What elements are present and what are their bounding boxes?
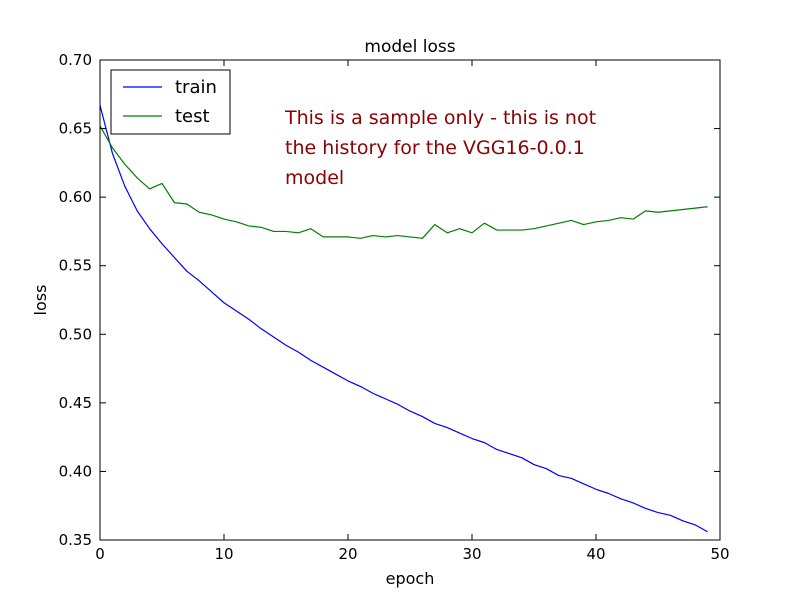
legend-box (110, 69, 231, 135)
y-tick-label: 0.40 (59, 462, 92, 480)
y-tick-label: 0.60 (59, 188, 92, 206)
x-tick-label: 40 (586, 545, 605, 563)
y-tick-label: 0.35 (59, 531, 92, 549)
x-axis-label: epoch (386, 569, 435, 588)
x-tick-label: 50 (710, 545, 729, 563)
x-tick-label: 30 (462, 545, 481, 563)
y-tick-label: 0.50 (59, 325, 92, 343)
annotation-line: This is a sample only - this is not (285, 107, 597, 129)
annotation-note: This is a sample only - this is not the … (285, 103, 645, 193)
y-tick-label: 0.45 (59, 394, 92, 412)
legend-test-label: test (175, 106, 210, 127)
plot-area: 0 10 20 30 40 50 0.35 0.40 0.45 0.50 0.55 0.60 0.65 0… (59, 51, 730, 563)
axes-frame (99, 59, 721, 541)
x-tick-label: 0 (95, 545, 105, 563)
y-tick-label: 0.70 (59, 51, 92, 69)
annotation-line: model (285, 167, 345, 189)
y-tick-label: 0.55 (59, 257, 92, 275)
series-line-test (99, 125, 708, 239)
y-tick-label: 0.65 (59, 120, 92, 138)
x-tick-label: 20 (338, 545, 357, 563)
chart-title: model loss (364, 37, 455, 57)
legend-train-label: train (175, 77, 217, 98)
legend: train test (110, 69, 231, 135)
annotation-line: the history for the VGG16-0.0.1 (285, 137, 585, 159)
series-line-train (99, 105, 708, 533)
y-axis-label: loss (31, 285, 50, 316)
x-tick-label: 10 (214, 545, 233, 563)
